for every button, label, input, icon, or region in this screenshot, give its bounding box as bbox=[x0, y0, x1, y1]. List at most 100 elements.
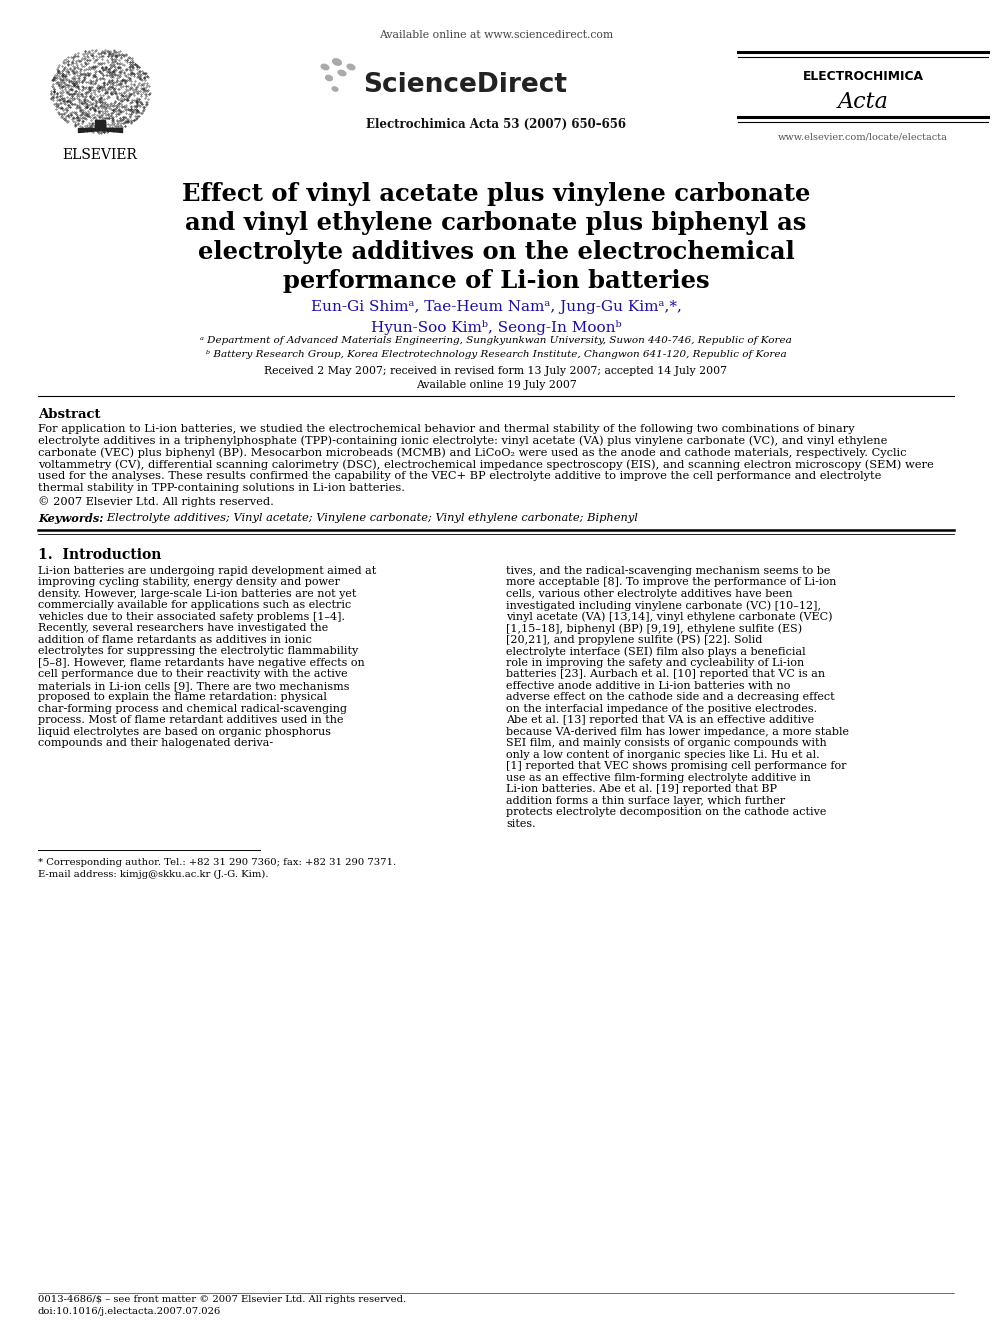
Text: addition of flame retardants as additives in ionic: addition of flame retardants as additive… bbox=[38, 635, 311, 644]
Point bbox=[62, 91, 77, 112]
Point bbox=[89, 111, 105, 132]
Point bbox=[56, 93, 71, 114]
Point bbox=[62, 94, 77, 115]
Point bbox=[44, 86, 60, 107]
Point bbox=[106, 58, 122, 79]
Point bbox=[123, 62, 139, 83]
Point bbox=[82, 98, 98, 119]
Point bbox=[96, 69, 112, 90]
Point bbox=[110, 93, 126, 114]
Point bbox=[124, 110, 140, 131]
Point bbox=[78, 46, 94, 67]
Point bbox=[128, 102, 144, 123]
Point bbox=[124, 60, 140, 81]
Point bbox=[63, 108, 79, 130]
Point bbox=[78, 102, 94, 123]
Point bbox=[94, 62, 110, 83]
Point bbox=[76, 53, 92, 74]
Point bbox=[106, 71, 122, 93]
Point bbox=[78, 77, 94, 98]
Point bbox=[118, 99, 134, 120]
Point bbox=[86, 94, 102, 115]
Point bbox=[133, 93, 149, 114]
Point bbox=[96, 74, 112, 95]
Point bbox=[104, 107, 120, 128]
Point bbox=[117, 64, 133, 85]
Point bbox=[93, 114, 109, 135]
Point bbox=[84, 57, 100, 78]
Point bbox=[97, 101, 113, 122]
Point bbox=[85, 107, 101, 128]
Point bbox=[88, 95, 104, 116]
Point bbox=[123, 70, 139, 91]
Point bbox=[129, 58, 145, 79]
Point bbox=[75, 106, 91, 127]
Point bbox=[69, 62, 85, 83]
Point bbox=[59, 73, 74, 94]
Point bbox=[118, 111, 134, 132]
Point bbox=[85, 42, 101, 64]
Text: thermal stability in TPP-containing solutions in Li-ion batteries.: thermal stability in TPP-containing solu… bbox=[38, 483, 405, 493]
Point bbox=[95, 73, 111, 94]
Point bbox=[121, 85, 137, 106]
Text: 0013-4686/$ – see front matter © 2007 Elsevier Ltd. All rights reserved.: 0013-4686/$ – see front matter © 2007 El… bbox=[38, 1295, 406, 1304]
Point bbox=[61, 83, 76, 105]
Point bbox=[84, 94, 100, 115]
Point bbox=[115, 44, 131, 65]
Point bbox=[84, 44, 100, 65]
Point bbox=[97, 99, 113, 120]
Point bbox=[79, 89, 95, 110]
Point bbox=[72, 65, 88, 86]
Point bbox=[92, 42, 108, 64]
Point bbox=[47, 81, 62, 102]
Point bbox=[131, 82, 147, 103]
Point bbox=[52, 90, 67, 111]
Point bbox=[107, 64, 123, 85]
Point bbox=[107, 81, 123, 102]
Text: used for the analyses. These results confirmed the capability of the VEC+ BP ele: used for the analyses. These results con… bbox=[38, 471, 881, 482]
Point bbox=[100, 61, 116, 82]
Point bbox=[97, 115, 113, 136]
Point bbox=[66, 107, 82, 128]
Point bbox=[101, 71, 117, 93]
Point bbox=[60, 81, 75, 102]
Point bbox=[54, 106, 69, 127]
Point bbox=[67, 67, 83, 89]
Point bbox=[126, 110, 142, 131]
Point bbox=[81, 78, 97, 99]
Ellipse shape bbox=[332, 87, 338, 91]
Point bbox=[115, 69, 131, 90]
Point bbox=[117, 69, 133, 90]
Point bbox=[83, 45, 99, 66]
Point bbox=[107, 50, 123, 71]
Point bbox=[132, 60, 148, 81]
Point bbox=[82, 69, 98, 90]
Point bbox=[87, 101, 103, 122]
Point bbox=[114, 95, 130, 116]
Point bbox=[114, 85, 130, 106]
Point bbox=[63, 46, 79, 67]
Point bbox=[132, 95, 148, 116]
Point bbox=[87, 90, 103, 111]
Point bbox=[129, 82, 145, 103]
Point bbox=[80, 71, 96, 93]
Point bbox=[94, 57, 110, 78]
Point bbox=[63, 75, 79, 97]
Point bbox=[90, 74, 106, 95]
Point bbox=[65, 70, 81, 91]
Point bbox=[73, 50, 89, 71]
Point bbox=[111, 93, 127, 114]
Point bbox=[135, 79, 151, 101]
Point bbox=[58, 78, 73, 99]
Point bbox=[66, 73, 82, 94]
Point bbox=[118, 75, 134, 97]
Point bbox=[123, 83, 139, 105]
Point bbox=[117, 73, 133, 94]
Point bbox=[112, 74, 128, 95]
Point bbox=[46, 86, 62, 107]
Point bbox=[61, 79, 76, 101]
Point bbox=[87, 57, 103, 78]
Point bbox=[106, 94, 122, 115]
Point bbox=[107, 90, 123, 111]
Point bbox=[50, 58, 65, 79]
